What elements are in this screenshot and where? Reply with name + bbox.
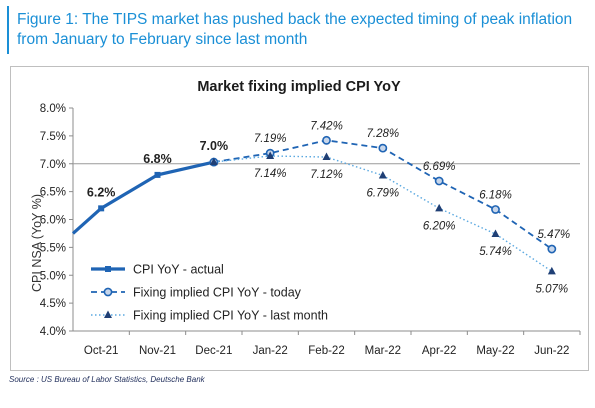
cpi-line-chart: Market fixing implied CPI YoY CPI NSA (Y…: [30, 79, 581, 357]
series-1-point: [154, 171, 161, 178]
data-label: 5.74%: [479, 246, 512, 258]
y-axis-label: CPI NSA (YoY %): [30, 194, 44, 292]
y-tick-label: 5.5%: [40, 242, 66, 254]
data-label: 7.28%: [367, 128, 400, 140]
y-tick-label: 7.5%: [40, 131, 66, 143]
series-3-point: [266, 151, 275, 159]
series-3-point: [491, 229, 500, 237]
x-tick-label: Jun-22: [534, 345, 569, 357]
series-line-1: [71, 160, 215, 235]
series-3-point: [322, 152, 331, 161]
x-tick-label: Mar-22: [365, 345, 401, 357]
data-label: 5.47%: [538, 229, 571, 241]
legend-label: CPI YoY - actual: [133, 263, 224, 277]
series-2-point: [434, 176, 444, 186]
series-3-point: [435, 203, 444, 212]
series-3-point: [209, 157, 218, 166]
legend-swatch-marker: [103, 287, 113, 297]
x-tick-label: Apr-22: [422, 345, 457, 357]
data-label: 6.69%: [423, 161, 456, 173]
series-3-point: [547, 266, 556, 275]
source-note: Source : US Bureau of Labor Statistics, …: [9, 375, 205, 384]
series-2-point: [491, 205, 500, 214]
data-label: 7.0%: [200, 139, 229, 153]
legend-label: Fixing implied CPI YoY - today: [133, 286, 302, 300]
legend-swatch-marker: [104, 310, 112, 318]
series-1-point: [98, 205, 105, 212]
x-tick-label: Jan-22: [253, 345, 288, 357]
data-label: 5.07%: [536, 283, 569, 295]
y-tick-label: 8.0%: [40, 103, 66, 115]
legend-label: Fixing implied CPI YoY - last month: [133, 309, 328, 323]
x-tick-label: Feb-22: [308, 345, 344, 357]
series-2-point: [378, 143, 388, 153]
y-tick-label: 6.0%: [40, 215, 66, 227]
data-label: 6.18%: [479, 189, 512, 201]
x-tick-label: Oct-21: [84, 345, 119, 357]
x-tick-label: Nov-21: [139, 345, 176, 357]
data-label: 7.12%: [310, 169, 343, 181]
data-label: 7.19%: [254, 133, 287, 145]
series-3-point: [378, 170, 387, 179]
data-label: 7.42%: [310, 120, 343, 132]
x-tick-label: May-22: [476, 345, 514, 357]
y-tick-label: 4.5%: [40, 298, 66, 310]
y-tick-label: 7.0%: [40, 159, 66, 171]
y-tick-label: 4.0%: [40, 326, 66, 338]
y-tick-label: 5.0%: [40, 270, 66, 282]
chart-container: Market fixing implied CPI YoY CPI NSA (Y…: [10, 66, 589, 371]
data-label: 6.2%: [87, 185, 116, 199]
data-label: 6.8%: [143, 152, 172, 166]
data-label: 6.20%: [423, 220, 456, 232]
y-tick-label: 6.5%: [40, 187, 66, 199]
data-label: 7.14%: [254, 168, 287, 180]
x-tick-label: Dec-21: [195, 345, 232, 357]
legend: CPI YoY - actual Fixing implied CPI YoY -…: [91, 263, 328, 323]
series-2-point: [322, 135, 331, 145]
series-2-point: [547, 244, 557, 254]
data-label: 6.79%: [367, 187, 400, 199]
figure-title: Figure 1: The TIPS market has pushed bac…: [17, 11, 573, 48]
chart-title: Market fixing implied CPI YoY: [197, 79, 401, 95]
figure-header: Figure 1: The TIPS market has pushed bac…: [7, 6, 587, 54]
legend-swatch-marker: [105, 266, 111, 272]
